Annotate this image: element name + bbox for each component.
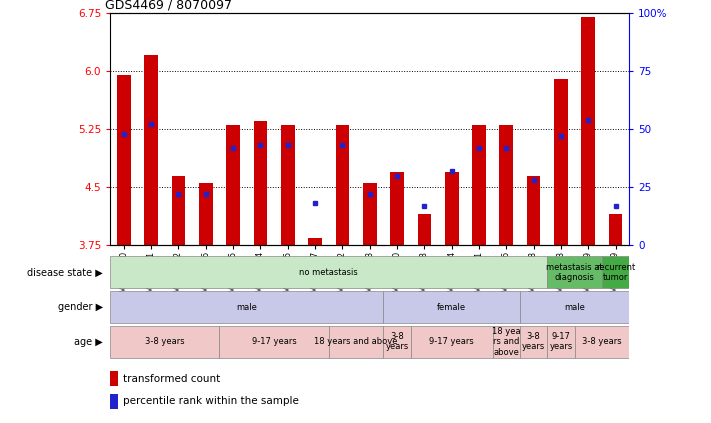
Bar	[171, 176, 186, 245]
Bar	[110, 371, 118, 386]
Text: 3-8 years: 3-8 years	[145, 337, 185, 346]
Bar	[520, 326, 547, 358]
Text: 3-8 years: 3-8 years	[582, 337, 621, 346]
Bar	[254, 121, 267, 245]
Text: transformed count: transformed count	[123, 374, 220, 384]
Bar	[144, 55, 158, 245]
Bar	[336, 125, 349, 245]
Bar	[547, 256, 602, 288]
Text: 18 years and above: 18 years and above	[314, 337, 398, 346]
Bar	[472, 125, 486, 245]
Text: percentile rank within the sample: percentile rank within the sample	[123, 396, 299, 407]
Bar	[390, 172, 404, 245]
Bar	[328, 326, 383, 358]
Bar	[117, 75, 131, 245]
Bar	[554, 79, 568, 245]
Bar	[110, 256, 547, 288]
Text: GDS4469 / 8070097: GDS4469 / 8070097	[105, 0, 232, 11]
Bar	[445, 172, 459, 245]
Bar	[417, 214, 431, 245]
Bar	[520, 291, 629, 323]
Bar	[547, 326, 574, 358]
Bar	[602, 256, 629, 288]
Text: disease state ▶: disease state ▶	[27, 267, 103, 277]
Bar	[383, 291, 520, 323]
Text: 9-17 years: 9-17 years	[252, 337, 296, 346]
Bar	[110, 291, 383, 323]
Bar	[574, 326, 629, 358]
Text: 3-8
years: 3-8 years	[385, 332, 409, 352]
Text: 9-17
years: 9-17 years	[550, 332, 572, 352]
Text: recurrent
tumor: recurrent tumor	[596, 263, 635, 282]
Bar	[493, 326, 520, 358]
Bar	[609, 214, 622, 245]
Text: gender ▶: gender ▶	[58, 302, 103, 312]
Bar	[363, 183, 377, 245]
Bar	[199, 183, 213, 245]
Bar	[281, 125, 294, 245]
Text: age ▶: age ▶	[75, 337, 103, 347]
Bar	[527, 176, 540, 245]
Bar	[220, 326, 328, 358]
Bar	[110, 326, 220, 358]
Bar	[383, 326, 411, 358]
Text: male: male	[564, 302, 585, 312]
Text: female: female	[437, 302, 466, 312]
Text: 3-8
years: 3-8 years	[522, 332, 545, 352]
Text: male: male	[236, 302, 257, 312]
Bar	[411, 326, 493, 358]
Bar	[582, 16, 595, 245]
Text: 9-17 years: 9-17 years	[429, 337, 474, 346]
Bar	[226, 125, 240, 245]
Bar	[309, 238, 322, 245]
Bar	[110, 394, 118, 409]
Text: no metastasis: no metastasis	[299, 268, 358, 277]
Bar	[499, 125, 513, 245]
Text: metastasis at
diagnosis: metastasis at diagnosis	[546, 263, 603, 282]
Text: 18 yea
rs and
above: 18 yea rs and above	[492, 327, 520, 357]
